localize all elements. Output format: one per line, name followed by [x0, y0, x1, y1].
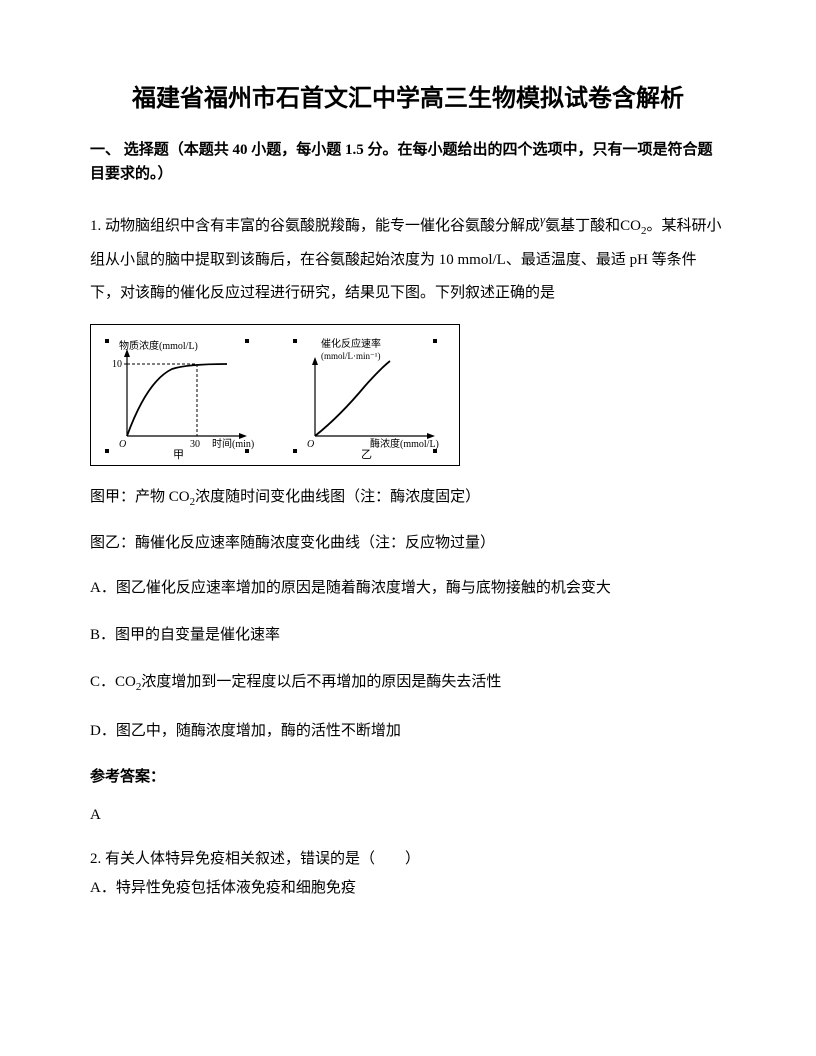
chart2-xlabel: 酶浓度(mmol/L) — [370, 437, 439, 450]
caption-jia: 图甲：产物 CO2浓度随时间变化曲线图（注：酶浓度固定） — [90, 484, 726, 513]
optc-b: 浓度增加到一定程度以后不再增加的原因是酶失去活性 — [141, 674, 501, 690]
caption-yi: 图乙：酶催化反应速率随酶浓度变化曲线（注：反应物过量） — [90, 530, 726, 557]
caption1-b: 浓度随时间变化曲线图（注：酶浓度固定） — [195, 489, 480, 505]
chart1-xlabel: 时间(min) — [212, 437, 254, 450]
q1-text1: 动物脑组织中含有丰富的谷氨酸脱羧酶，能专一催化谷氨酸分解成 — [105, 218, 540, 234]
chart1-bottom-label: 甲 — [173, 449, 184, 461]
q1-option-a: A．图乙催化反应速率增加的原因是随着酶浓度增大，酶与底物接触的机会变大 — [90, 575, 726, 602]
q1-answer: A — [90, 803, 726, 827]
q1-option-c: C．CO2浓度增加到一定程度以后不再增加的原因是酶失去活性 — [90, 669, 726, 698]
chart-jia: 物质浓度(mmol/L) 10 30 时间(min) O 甲 — [97, 331, 257, 461]
page-title: 福建省福州市石首文汇中学高三生物模拟试卷含解析 — [90, 80, 726, 118]
svg-text:O: O — [307, 439, 314, 450]
q1-option-d: D．图乙中，随酶浓度增加，酶的活性不断增加 — [90, 718, 726, 745]
svg-text:O: O — [119, 439, 126, 450]
q1-option-b: B．图甲的自变量是催化速率 — [90, 622, 726, 649]
chart1-ylabel: 物质浓度(mmol/L) — [119, 339, 198, 352]
chart-yi: 催化反应速率 (mmol/L·min⁻¹) O 酶浓度(mmol/L) 乙 — [285, 331, 445, 461]
q2-option-a: A．特异性免疫包括体液免疫和细胞免疫 — [90, 874, 726, 903]
optc-a: C．CO — [90, 674, 136, 690]
caption1-a: 图甲：产物 CO — [90, 489, 190, 505]
chart-panel: 物质浓度(mmol/L) 10 30 时间(min) O 甲 催化反应速率 (m… — [90, 324, 460, 466]
chart2-ylabel1: 催化反应速率 — [321, 337, 381, 350]
q1-text2: 氨基丁酸和CO — [545, 218, 641, 234]
q2-stem: 2. 有关人体特异免疫相关叙述，错误的是（ ） — [90, 845, 726, 874]
chart2-bottom-label: 乙 — [361, 448, 372, 461]
chart2-ylabel2: (mmol/L·min⁻¹) — [321, 351, 380, 361]
q1-stem: 1. 动物脑组织中含有丰富的谷氨酸脱羧酶，能专一催化谷氨酸分解成γ氨基丁酸和CO… — [90, 206, 726, 309]
chart1-ytick: 10 — [112, 359, 122, 370]
section-header: 一、 选择题（本题共 40 小题，每小题 1.5 分。在每小题给出的四个选项中，… — [90, 138, 726, 186]
answer-label: 参考答案： — [90, 765, 726, 789]
q1-num: 1. — [90, 218, 105, 234]
chart1-xtick: 30 — [190, 439, 200, 450]
